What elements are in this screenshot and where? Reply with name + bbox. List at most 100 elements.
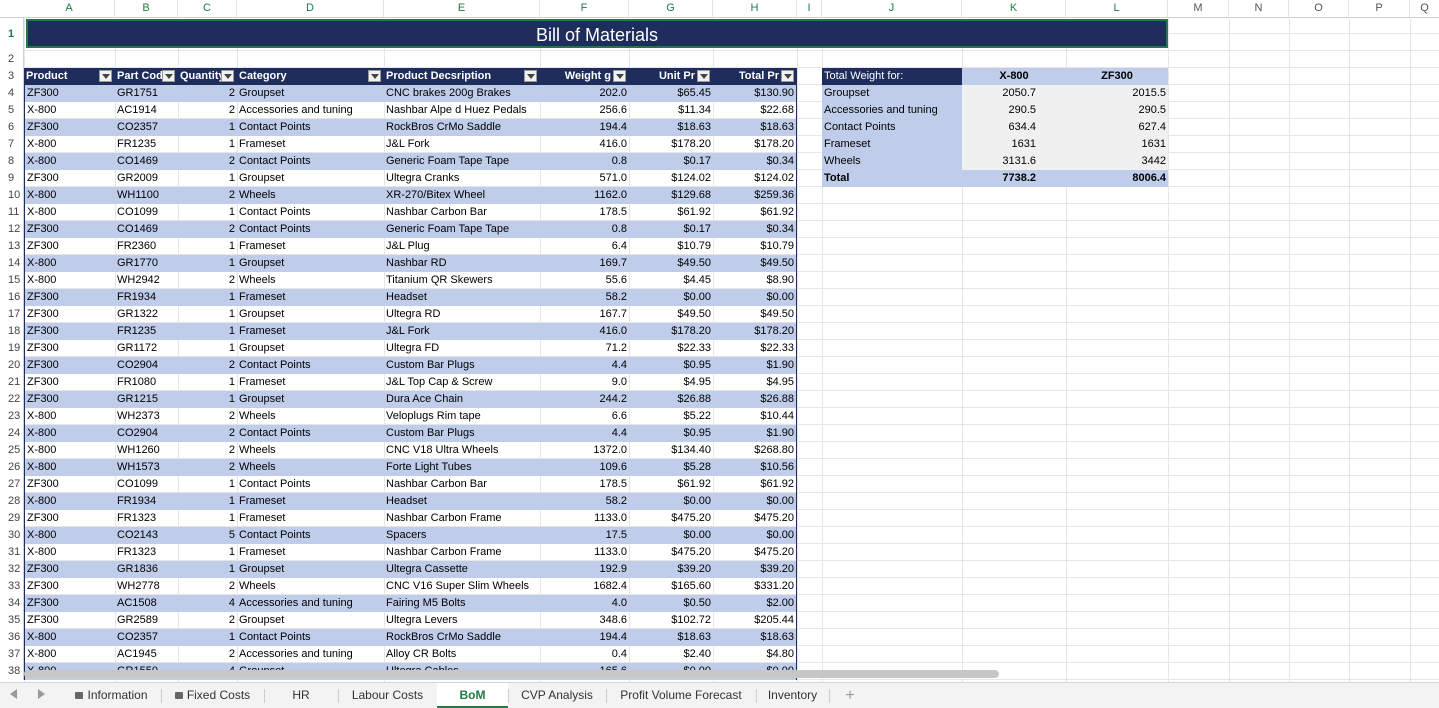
table-cell[interactable]: X-800 [24,272,115,289]
table-cell[interactable]: 256.6 [599,104,627,116]
table-cell[interactable]: $4.80 [713,646,797,663]
table-cell[interactable]: WH2778 [117,580,160,592]
table-cell[interactable]: Wheels [239,444,276,456]
sheet-title[interactable]: Bill of Materials [26,19,1168,48]
table-cell[interactable]: AC1945 [117,648,157,660]
table-cell[interactable]: $130.90 [713,85,797,102]
table-cell[interactable]: $26.88 [629,391,713,408]
tab-information[interactable]: Information [62,683,161,708]
table-cell[interactable]: X-800 [24,442,115,459]
table-cell[interactable]: $2.40 [683,648,711,660]
table-cell[interactable]: Wheels [239,410,276,422]
column-header-b[interactable]: B [115,0,178,17]
column-header-l[interactable]: L [1066,0,1168,17]
table-cell[interactable]: Accessories and tuning [239,648,353,660]
row-header[interactable]: 26 [0,459,24,476]
table-cell[interactable]: WH1260 [117,444,160,456]
summary-cell[interactable]: 2050.7 [962,85,1066,102]
table-cell[interactable]: 1 [178,391,237,408]
table-cell[interactable]: 9.0 [611,376,627,388]
table-cell[interactable]: CNC V16 Super Slim Wheels [386,580,530,592]
table-cell[interactable]: 178.5 [599,478,627,490]
table-cell[interactable]: 1 [178,255,237,272]
table-cell[interactable]: ZF300 [24,119,115,136]
summary-cell[interactable]: Frameset [822,136,962,153]
table-cell[interactable]: $475.20 [713,544,797,561]
table-cell[interactable]: 1 [228,376,235,388]
table-cell[interactable]: Nashbar RD [384,255,540,272]
table-cell[interactable]: 2 [228,104,235,116]
table-cell[interactable]: Fairing M5 Bolts [384,595,540,612]
column-header-o[interactable]: O [1289,0,1349,17]
table-cell[interactable]: 194.4 [540,629,629,646]
table-cell[interactable]: Forte Light Tubes [384,459,540,476]
tab-bom[interactable]: BoM [437,683,508,708]
table-cell[interactable]: $10.79 [677,240,711,252]
tab-labour-costs[interactable]: Labour Costs [338,683,437,708]
table-cell[interactable]: J&L Fork [384,323,540,340]
table-cell[interactable]: $18.63 [629,629,713,646]
table-cell[interactable]: ZF300 [24,612,115,629]
row-header[interactable]: 36 [0,629,24,646]
table-cell[interactable]: ZF300 [24,238,115,255]
table-cell[interactable]: 416.0 [599,138,627,150]
table-cell[interactable]: 0.8 [540,221,629,238]
row-header[interactable]: 10 [0,187,24,204]
row-header[interactable]: 4 [0,85,24,102]
table-cell[interactable]: $61.92 [677,206,711,218]
table-cell[interactable]: $5.28 [629,459,713,476]
table-cell[interactable]: Ultegra Levers [386,614,458,626]
table-cell[interactable]: GR1322 [117,308,158,320]
table-cell[interactable]: GR1215 [115,391,178,408]
column-header-d[interactable]: D [237,0,384,17]
table-cell[interactable]: $0.34 [713,153,797,170]
table-cell[interactable]: 416.0 [540,323,629,340]
table-cell[interactable]: $0.00 [713,527,797,544]
row-header[interactable]: 9 [0,170,24,187]
table-cell[interactable]: Custom Bar Plugs [384,425,540,442]
row-header[interactable]: 2 [0,51,24,68]
table-cell[interactable]: FR1080 [117,376,157,388]
table-cell[interactable]: ZF300 [24,578,115,595]
table-header-4[interactable]: Product Decsription [384,68,540,85]
table-cell[interactable]: $49.50 [677,308,711,320]
table-cell[interactable]: 1 [178,629,237,646]
table-cell[interactable]: $0.00 [713,289,797,306]
table-cell[interactable]: 2 [178,85,237,102]
table-header-0[interactable]: Product [24,68,115,85]
table-cell[interactable]: $165.60 [671,580,711,592]
table-cell[interactable]: Groupset [239,342,285,354]
table-cell[interactable]: X-800 [24,629,115,646]
table-cell[interactable]: Contact Points [237,357,384,374]
table-cell[interactable]: Generic Foam Tape Tape [384,221,540,238]
column-header-c[interactable]: C [178,0,237,17]
row-header[interactable]: 21 [0,374,24,391]
table-cell[interactable]: Contact Points [237,119,384,136]
table-cell[interactable]: 1 [178,493,237,510]
table-cell[interactable]: $39.20 [629,561,713,578]
filter-dropdown-icon[interactable] [781,70,794,82]
row-header[interactable]: 17 [0,306,24,323]
table-cell[interactable]: 2 [178,221,237,238]
table-cell[interactable]: GR1836 [115,561,178,578]
row-header[interactable]: 15 [0,272,24,289]
prev-sheet-icon[interactable] [10,689,17,699]
table-cell[interactable]: $0.50 [629,595,713,612]
table-cell[interactable]: Nashbar Carbon Frame [386,546,502,558]
table-cell[interactable]: Groupset [239,172,285,184]
table-cell[interactable]: ZF300 [24,289,115,306]
table-cell[interactable]: 1 [228,240,235,252]
filter-dropdown-icon[interactable] [162,70,175,82]
table-cell[interactable]: 1 [228,308,235,320]
row-header[interactable]: 3 [0,68,24,85]
table-cell[interactable]: 1133.0 [594,546,627,558]
table-cell[interactable]: $22.68 [713,102,797,119]
table-cell[interactable]: FR1934 [115,289,178,306]
table-cell[interactable]: $2.00 [713,595,797,612]
table-cell[interactable]: Custom Bar Plugs [384,357,540,374]
table-cell[interactable]: 71.2 [605,342,627,354]
table-cell[interactable]: $26.88 [713,391,797,408]
table-cell[interactable]: $0.00 [629,289,713,306]
table-cell[interactable]: $22.33 [677,342,711,354]
table-cell[interactable]: $124.02 [713,170,797,187]
